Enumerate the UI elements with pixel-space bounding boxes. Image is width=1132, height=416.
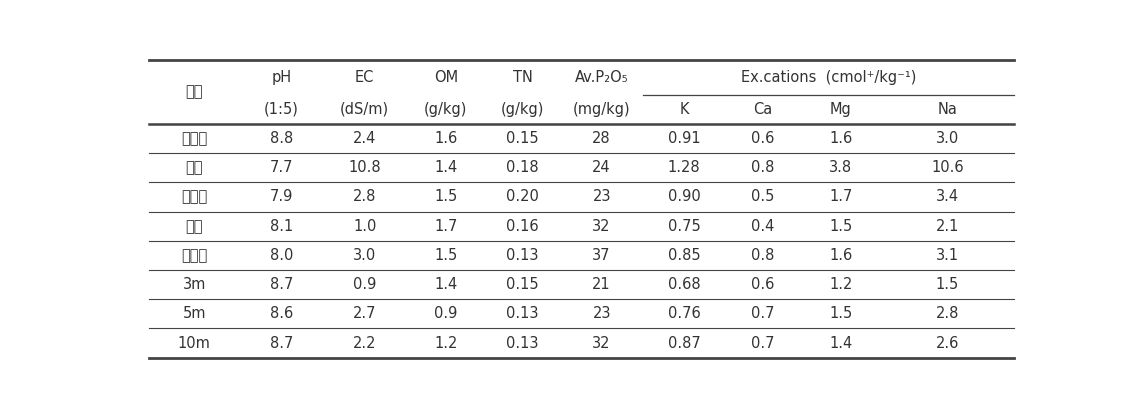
Text: 10m: 10m bbox=[178, 336, 211, 351]
Text: 무처리: 무처리 bbox=[181, 131, 207, 146]
Text: 8.6: 8.6 bbox=[269, 306, 293, 321]
Text: K: K bbox=[679, 102, 689, 117]
Text: 1.6: 1.6 bbox=[829, 131, 852, 146]
Text: 8.7: 8.7 bbox=[269, 336, 293, 351]
Text: 1.5: 1.5 bbox=[435, 189, 457, 204]
Text: 1.6: 1.6 bbox=[435, 131, 457, 146]
Text: 0.8: 0.8 bbox=[752, 160, 774, 175]
Text: 3.0: 3.0 bbox=[936, 131, 959, 146]
Text: 2.8: 2.8 bbox=[353, 189, 377, 204]
Text: 2.1: 2.1 bbox=[936, 219, 959, 234]
Text: 1.0: 1.0 bbox=[353, 219, 377, 234]
Text: 0.6: 0.6 bbox=[752, 131, 774, 146]
Text: 1.5: 1.5 bbox=[936, 277, 959, 292]
Text: 2.6: 2.6 bbox=[936, 336, 959, 351]
Text: 3.8: 3.8 bbox=[829, 160, 852, 175]
Text: 8.0: 8.0 bbox=[269, 248, 293, 263]
Text: 파케목: 파케목 bbox=[181, 248, 207, 263]
Text: 1.4: 1.4 bbox=[829, 336, 852, 351]
Text: Av.P₂O₅: Av.P₂O₅ bbox=[575, 69, 628, 84]
Text: 7.9: 7.9 bbox=[269, 189, 293, 204]
Text: Ex.cations  (cmol⁺/kg⁻¹): Ex.cations (cmol⁺/kg⁻¹) bbox=[741, 69, 917, 84]
Text: (dS/m): (dS/m) bbox=[341, 102, 389, 117]
Text: 1.6: 1.6 bbox=[829, 248, 852, 263]
Text: 8.8: 8.8 bbox=[269, 131, 293, 146]
Text: 1.7: 1.7 bbox=[829, 189, 852, 204]
Text: 관다발: 관다발 bbox=[181, 189, 207, 204]
Text: 0.76: 0.76 bbox=[668, 306, 701, 321]
Text: 0.87: 0.87 bbox=[668, 336, 701, 351]
Text: 10.8: 10.8 bbox=[349, 160, 381, 175]
Text: 0.91: 0.91 bbox=[668, 131, 701, 146]
Text: 0.20: 0.20 bbox=[506, 189, 539, 204]
Text: 1.2: 1.2 bbox=[829, 277, 852, 292]
Text: 0.5: 0.5 bbox=[752, 189, 774, 204]
Text: 10.6: 10.6 bbox=[931, 160, 963, 175]
Text: 32: 32 bbox=[592, 336, 611, 351]
Text: 8.1: 8.1 bbox=[269, 219, 293, 234]
Text: 0.4: 0.4 bbox=[752, 219, 774, 234]
Text: 0.6: 0.6 bbox=[752, 277, 774, 292]
Text: 왕겨: 왕겨 bbox=[186, 219, 203, 234]
Text: 3.1: 3.1 bbox=[936, 248, 959, 263]
Text: 0.9: 0.9 bbox=[435, 306, 457, 321]
Text: pH: pH bbox=[272, 69, 292, 84]
Text: 0.8: 0.8 bbox=[752, 248, 774, 263]
Text: 3.0: 3.0 bbox=[353, 248, 377, 263]
Text: 8.7: 8.7 bbox=[269, 277, 293, 292]
Text: 2.4: 2.4 bbox=[353, 131, 377, 146]
Text: 0.85: 0.85 bbox=[668, 248, 701, 263]
Text: 처리: 처리 bbox=[186, 84, 203, 99]
Text: 2.2: 2.2 bbox=[353, 336, 377, 351]
Text: 0.16: 0.16 bbox=[506, 219, 539, 234]
Text: 1.28: 1.28 bbox=[668, 160, 701, 175]
Text: 2.7: 2.7 bbox=[353, 306, 377, 321]
Text: 28: 28 bbox=[592, 131, 611, 146]
Text: 3m: 3m bbox=[182, 277, 206, 292]
Text: 0.7: 0.7 bbox=[752, 336, 774, 351]
Text: 0.68: 0.68 bbox=[668, 277, 701, 292]
Text: 5m: 5m bbox=[182, 306, 206, 321]
Text: 3.4: 3.4 bbox=[936, 189, 959, 204]
Text: 37: 37 bbox=[592, 248, 611, 263]
Text: 0.7: 0.7 bbox=[752, 306, 774, 321]
Text: 0.13: 0.13 bbox=[506, 248, 539, 263]
Text: 2.8: 2.8 bbox=[936, 306, 959, 321]
Text: 0.13: 0.13 bbox=[506, 306, 539, 321]
Text: (mg/kg): (mg/kg) bbox=[573, 102, 631, 117]
Text: 1.5: 1.5 bbox=[829, 219, 852, 234]
Text: (g/kg): (g/kg) bbox=[424, 102, 468, 117]
Text: 1.4: 1.4 bbox=[435, 160, 457, 175]
Text: 1.4: 1.4 bbox=[435, 277, 457, 292]
Text: 7.7: 7.7 bbox=[269, 160, 293, 175]
Text: 23: 23 bbox=[592, 189, 611, 204]
Text: Mg: Mg bbox=[830, 102, 851, 117]
Text: 1.7: 1.7 bbox=[435, 219, 457, 234]
Text: Ca: Ca bbox=[754, 102, 773, 117]
Text: 21: 21 bbox=[592, 277, 611, 292]
Text: 0.15: 0.15 bbox=[506, 277, 539, 292]
Text: (1:5): (1:5) bbox=[264, 102, 299, 117]
Text: 1.2: 1.2 bbox=[435, 336, 457, 351]
Text: EC: EC bbox=[355, 69, 375, 84]
Text: 0.9: 0.9 bbox=[353, 277, 377, 292]
Text: 0.75: 0.75 bbox=[668, 219, 701, 234]
Text: 1.5: 1.5 bbox=[435, 248, 457, 263]
Text: 1.5: 1.5 bbox=[829, 306, 852, 321]
Text: 0.18: 0.18 bbox=[506, 160, 539, 175]
Text: 암거: 암거 bbox=[186, 160, 203, 175]
Text: 0.90: 0.90 bbox=[668, 189, 701, 204]
Text: TN: TN bbox=[513, 69, 533, 84]
Text: 24: 24 bbox=[592, 160, 611, 175]
Text: Na: Na bbox=[937, 102, 958, 117]
Text: 23: 23 bbox=[592, 306, 611, 321]
Text: OM: OM bbox=[434, 69, 458, 84]
Text: 32: 32 bbox=[592, 219, 611, 234]
Text: 0.13: 0.13 bbox=[506, 336, 539, 351]
Text: 0.15: 0.15 bbox=[506, 131, 539, 146]
Text: (g/kg): (g/kg) bbox=[501, 102, 544, 117]
